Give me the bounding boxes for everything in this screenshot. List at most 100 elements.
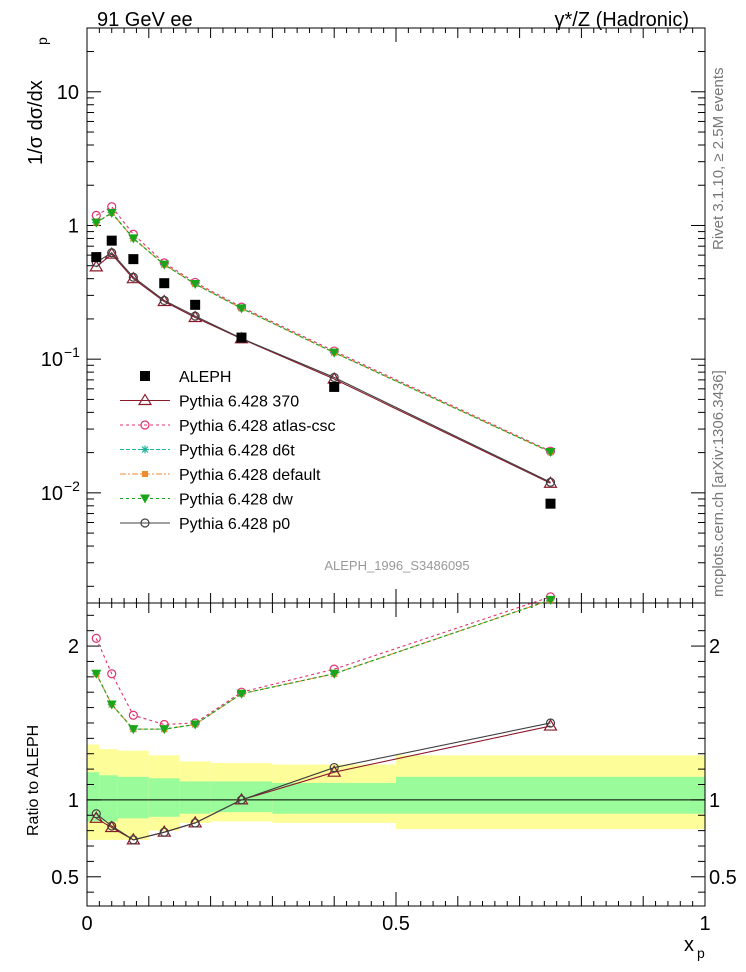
point-p0 bbox=[545, 477, 556, 487]
legend-label-atlas_csc: Pythia 6.428 atlas-csc bbox=[179, 418, 336, 435]
point-p370 bbox=[157, 294, 172, 307]
mcplots-label: mcplots.cern.ch [arXiv:1306.3436] bbox=[710, 370, 727, 597]
ratio-point-p370 bbox=[327, 765, 342, 777]
point-aleph bbox=[159, 278, 170, 289]
band-inner bbox=[148, 778, 180, 817]
legend-marker-p370 bbox=[137, 393, 153, 406]
point-dw bbox=[91, 218, 102, 228]
ratio-y-tick-label: 0.5 bbox=[51, 867, 79, 889]
main-y-tick-label: 10 bbox=[57, 82, 79, 104]
ratio-point-p370 bbox=[104, 820, 119, 833]
point-p0 bbox=[329, 372, 339, 383]
ratio-x-tick-label: 0 bbox=[81, 913, 92, 935]
legend-marker-default bbox=[142, 471, 148, 477]
main-y-tick-exponent: −1 bbox=[64, 344, 80, 360]
legend: ALEPH Pythia 6.428 370 Pythia 6.428 atlas-… bbox=[120, 369, 336, 533]
main-y-tick-label: 1 bbox=[68, 215, 79, 237]
point-dw bbox=[190, 279, 201, 289]
ratio-point-p0 bbox=[190, 818, 200, 828]
legend-label-d6t: Pythia 6.428 d6t bbox=[179, 443, 295, 460]
point-aleph bbox=[329, 381, 340, 392]
ratio-x-axis-title-sub: p bbox=[697, 945, 705, 961]
ratio-point-dw bbox=[329, 669, 340, 679]
point-aleph bbox=[91, 252, 102, 263]
point-p0 bbox=[190, 311, 200, 321]
point-p0 bbox=[128, 272, 138, 282]
ratio-plot-panel: 0.5 0.5 1 1 2 2 0 0.5 1 bbox=[51, 592, 737, 935]
point-aleph bbox=[236, 332, 247, 343]
legend-marker-aleph bbox=[140, 371, 150, 381]
ratio-point-atlas_csc bbox=[91, 633, 101, 643]
ratio-point-atlas_csc bbox=[107, 669, 117, 679]
ratio-line-atlas_csc bbox=[95, 596, 551, 726]
band-inner bbox=[117, 776, 149, 819]
series-line-d6t bbox=[95, 211, 551, 453]
ratio-y-tick-label: 2 bbox=[68, 636, 79, 658]
series-line-dw bbox=[95, 212, 551, 453]
ratio-point-p0 bbox=[329, 762, 339, 773]
ratio-x-axis-title: x bbox=[684, 934, 694, 956]
ratio-y-tick-label-right: 1 bbox=[709, 790, 720, 812]
band-inner bbox=[210, 781, 273, 813]
ratio-point-dw bbox=[91, 669, 102, 679]
header-left: 91 GeV ee bbox=[97, 9, 193, 31]
main-y-axis-title-sub: p bbox=[34, 37, 50, 45]
ratio-y-axis-title: Ratio to ALEPH bbox=[25, 725, 42, 836]
main-y-tick-exponent: −2 bbox=[64, 478, 80, 494]
ratio-point-dw bbox=[545, 595, 556, 605]
point-p370 bbox=[104, 247, 119, 259]
main-y-axis-title: 1/σ dσ/dx bbox=[25, 80, 47, 165]
legend-marker-dw bbox=[140, 494, 150, 504]
point-dw bbox=[545, 448, 556, 458]
ratio-line-default bbox=[95, 599, 551, 730]
main-y-tick-label: 10 bbox=[41, 483, 63, 505]
legend-label-default: Pythia 6.428 default bbox=[179, 467, 321, 484]
point-p370 bbox=[188, 310, 203, 323]
analysis-id: ALEPH_1996_S3486095 bbox=[324, 558, 469, 573]
ratio-point-p0 bbox=[128, 835, 138, 845]
legend-marker-p0 bbox=[140, 518, 150, 528]
ratio-point-p370 bbox=[89, 811, 104, 823]
ratio-point-p0 bbox=[236, 795, 247, 805]
point-aleph bbox=[545, 498, 556, 509]
series-line-atlas_csc bbox=[96, 206, 551, 452]
point-dw bbox=[159, 260, 170, 270]
point-p370 bbox=[126, 271, 141, 284]
legend-label-dw: Pythia 6.428 dw bbox=[179, 492, 293, 509]
ratio-point-atlas_csc bbox=[128, 710, 138, 720]
header-right: γ*/Z (Hadronic) bbox=[555, 9, 689, 31]
ratio-point-p0 bbox=[107, 821, 117, 831]
legend-label-p370: Pythia 6.428 370 bbox=[179, 394, 299, 411]
ratio-y-tick-label-right: 2 bbox=[709, 636, 720, 658]
main-y-tick-label: 10 bbox=[41, 349, 63, 371]
point-p370 bbox=[543, 476, 558, 488]
series-line-p0 bbox=[95, 252, 551, 483]
series-line-default bbox=[95, 212, 551, 453]
band-inner bbox=[396, 776, 705, 814]
ratio-x-tick-label: 0.5 bbox=[382, 913, 410, 935]
point-p0 bbox=[159, 295, 169, 306]
ratio-point-dw bbox=[190, 720, 201, 730]
point-dw bbox=[329, 348, 340, 358]
point-dw bbox=[106, 208, 117, 218]
point-aleph bbox=[128, 254, 139, 265]
ratio-point-p0 bbox=[91, 809, 101, 819]
point-aleph bbox=[190, 299, 201, 310]
band-inner bbox=[179, 781, 211, 814]
band-inner bbox=[99, 775, 118, 822]
ratio-y-tick-label: 1 bbox=[68, 790, 79, 812]
ratio-point-dw bbox=[106, 700, 117, 710]
ratio-point-dw bbox=[236, 689, 247, 699]
rivet-label: Rivet 3.1.10, ≥ 2.5M events bbox=[710, 68, 727, 251]
ratio-point-p0 bbox=[545, 718, 556, 728]
ratio-y-tick-label-right: 0.5 bbox=[709, 867, 737, 889]
legend-label-data: ALEPH bbox=[179, 369, 231, 386]
point-aleph bbox=[106, 235, 117, 246]
point-dw bbox=[128, 234, 139, 244]
legend-marker-d6t bbox=[141, 445, 149, 454]
legend-label-p0: Pythia 6.428 p0 bbox=[179, 516, 290, 533]
ratio-point-dw bbox=[128, 725, 139, 735]
point-p0 bbox=[107, 248, 117, 258]
